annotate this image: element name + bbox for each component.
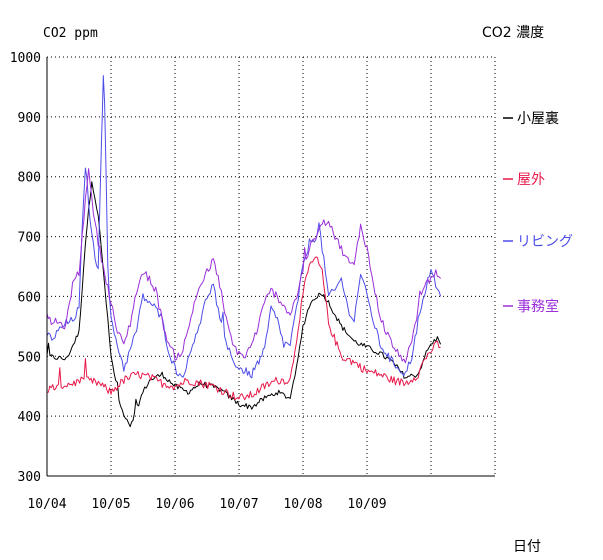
legend-label: 事務室	[517, 298, 559, 315]
series-line	[46, 168, 441, 364]
axes	[46, 57, 495, 477]
x-axis-label: 日付	[513, 539, 541, 555]
x-tick-label: 10/04	[27, 497, 66, 512]
series-line	[46, 75, 442, 379]
y-tick-label: 300	[18, 470, 41, 485]
y-tick-label: 400	[18, 410, 41, 425]
y-tick-label: 600	[18, 290, 41, 305]
legend-label: 小屋裏	[517, 110, 559, 127]
x-tick-label: 10/05	[91, 497, 130, 512]
y-axis-label: CO2 ppm	[43, 26, 98, 41]
y-tick-label: 1000	[10, 51, 41, 66]
x-tick-label: 10/06	[155, 497, 194, 512]
x-tick-label: 10/08	[283, 497, 322, 512]
tick-labels: 300 400 500 600 700 800 900 1000 10/04 10/05 10/06…	[10, 51, 387, 512]
y-tick-label: 700	[18, 231, 41, 246]
chart-title: CO2 濃度	[482, 25, 544, 41]
x-tick-label: 10/09	[347, 497, 386, 512]
legend-label: リビング	[517, 234, 573, 250]
grid	[47, 56, 496, 476]
series-lines	[46, 75, 442, 428]
y-tick-label: 800	[18, 171, 41, 186]
series-line	[47, 256, 441, 401]
y-tick-label: 500	[18, 350, 41, 365]
y-tick-label: 900	[18, 111, 41, 126]
series-line	[46, 181, 442, 428]
legend-label: 屋外	[517, 172, 545, 188]
x-tick-label: 10/07	[219, 497, 258, 512]
